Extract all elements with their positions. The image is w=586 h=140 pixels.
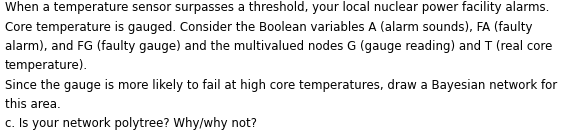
Text: Since the gauge is more likely to fail at high core temperatures, draw a Bayesia: Since the gauge is more likely to fail a… bbox=[5, 79, 557, 92]
Text: temperature).: temperature). bbox=[5, 59, 88, 72]
Text: alarm), and FG (faulty gauge) and the multivalued nodes G (gauge reading) and T : alarm), and FG (faulty gauge) and the mu… bbox=[5, 40, 552, 53]
Text: When a temperature sensor surpasses a threshold, your local nuclear power facili: When a temperature sensor surpasses a th… bbox=[5, 1, 549, 14]
Text: c. Is your network polytree? Why/why not?: c. Is your network polytree? Why/why not… bbox=[5, 117, 257, 130]
Text: Core temperature is gauged. Consider the Boolean variables A (alarm sounds), FA : Core temperature is gauged. Consider the… bbox=[5, 21, 532, 34]
Text: this area.: this area. bbox=[5, 98, 60, 111]
